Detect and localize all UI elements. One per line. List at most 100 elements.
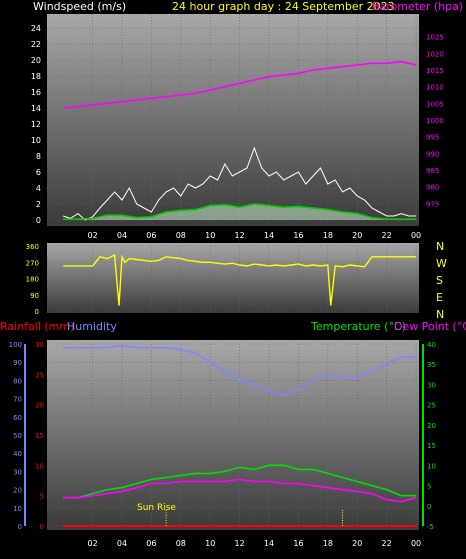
baro-y-tick-label: 1010: [426, 84, 444, 92]
wind-y-tick-label: 22: [31, 40, 41, 49]
humidity-y-tick-label: 50: [13, 432, 22, 440]
humidity-y-tick-label: 100: [9, 341, 22, 349]
direction-y-tick-label: 270: [26, 259, 39, 267]
humidity-y-tick-label: 90: [13, 359, 22, 367]
baro-y-tick-label: 985: [426, 167, 439, 175]
temp-y-tick-label: 10: [427, 462, 436, 470]
baro-y-tick-label: 990: [426, 150, 439, 158]
temp-x-tick-label: 22: [382, 539, 392, 548]
dir-label-n-top: N: [436, 240, 444, 253]
dir-label-n-bottom: N: [436, 308, 444, 321]
baro-y-tick-label: 980: [426, 184, 439, 192]
humidity-line: [63, 345, 417, 396]
wind-x-tick-label: 18: [323, 231, 333, 240]
wind-x-tick-label: 14: [264, 231, 274, 240]
temp-y-tick-label: 25: [427, 402, 436, 410]
dir-label-s: S: [436, 274, 443, 287]
temp-x-tick-label: 00: [411, 539, 421, 548]
baro-y-tick-label: 1025: [426, 34, 444, 42]
temp-x-tick-label: 20: [352, 539, 362, 548]
dir-label-e: E: [436, 291, 443, 304]
wind-y-tick-label: 10: [31, 136, 41, 145]
temp-y-tick-label: -5: [427, 523, 434, 531]
temp-x-tick-label: 02: [87, 539, 97, 548]
dewpoint-axis-title: Dew Point (°C): [394, 320, 466, 333]
rain-axis-title: Rainfall (mm): [0, 320, 74, 333]
wind-panel: [47, 14, 419, 226]
wind-axis-title: Windspeed (m/s): [33, 0, 126, 13]
rain-y-tick-label: 15: [35, 432, 44, 440]
rain-y-tick-label: 30: [35, 341, 44, 349]
wind-x-tick-label: 00: [411, 231, 421, 240]
wind-y-tick-label: 20: [31, 56, 41, 65]
humidity-y-tick-label: 70: [13, 396, 22, 404]
wind-y-tick-label: 16: [31, 88, 41, 97]
direction-y-tick-label: 0: [35, 308, 39, 316]
wind-gust-line: [63, 146, 417, 221]
wind-y-tick-label: 18: [31, 72, 41, 81]
wind-y-tick-label: 6: [36, 168, 41, 177]
humidity-y-tick-label: 10: [13, 505, 22, 513]
wind-x-tick-label: 10: [205, 231, 215, 240]
wind-x-tick-label: 12: [235, 231, 245, 240]
wind-y-tick-label: 24: [31, 24, 41, 33]
wind-average-area: [63, 204, 417, 220]
temp-y-tick-label: 35: [427, 361, 436, 369]
temperature-line: [63, 464, 417, 499]
humidity-y-tick-label: 20: [13, 487, 22, 495]
direction-y-tick-label: 360: [26, 243, 39, 251]
temp-y-tick-label: 0: [427, 503, 431, 511]
temp-y-tick-label: 30: [427, 381, 436, 389]
humidity-y-tick-label: 0: [18, 523, 22, 531]
rain-y-tick-label: 25: [35, 371, 44, 379]
graph-title: 24 hour graph day : 24 September 2023: [172, 0, 395, 13]
baro-y-tick-label: 1015: [426, 67, 444, 75]
temp-x-tick-label: 14: [264, 539, 274, 548]
wind-x-tick-label: 20: [352, 231, 362, 240]
temp-y-tick-label: 15: [427, 442, 436, 450]
barometer-line: [63, 60, 417, 110]
direction-y-tick-label: 90: [30, 292, 39, 300]
rain-y-tick-label: 0: [40, 523, 44, 531]
temp-x-tick-label: 18: [323, 539, 333, 548]
wind-y-tick-label: 14: [31, 104, 41, 113]
wind-y-tick-label: 12: [31, 120, 41, 129]
temp-y-tick-label: 5: [427, 483, 431, 491]
wind-direction-line: [63, 253, 417, 306]
wind-average-line: [63, 203, 417, 220]
rain-y-tick-label: 20: [35, 402, 44, 410]
wind-y-tick-label: 4: [36, 184, 41, 193]
humidity-axis-title: Humidity: [67, 320, 117, 333]
temp-axis-title: Temperature (°C): [310, 320, 406, 333]
baro-y-tick-label: 1005: [426, 100, 444, 108]
wind-x-tick-label: 16: [293, 231, 303, 240]
temp-y-tick-label: 20: [427, 422, 436, 430]
wind-x-tick-label: 22: [382, 231, 392, 240]
humidity-y-tick-label: 30: [13, 468, 22, 476]
wind-y-tick-label: 0: [36, 216, 41, 225]
baro-y-tick-label: 1000: [426, 117, 444, 125]
wind-y-tick-label: 2: [36, 200, 41, 209]
wind-x-tick-label: 02: [87, 231, 97, 240]
direction-panel: [47, 243, 419, 313]
dir-label-w: W: [436, 257, 447, 270]
temp-x-tick-label: 04: [117, 539, 127, 548]
baro-axis-title: Barometer (hpa): [372, 0, 463, 13]
rain-y-tick-label: 10: [35, 462, 44, 470]
wind-y-tick-label: 8: [36, 152, 41, 161]
temp-x-tick-label: 16: [293, 539, 303, 548]
direction-y-tick-label: 180: [26, 276, 39, 284]
humidity-y-tick-label: 60: [13, 414, 22, 422]
wind-x-tick-label: 06: [146, 231, 156, 240]
baro-y-tick-label: 975: [426, 200, 439, 208]
wind-x-tick-label: 04: [117, 231, 127, 240]
rain-y-tick-label: 5: [40, 493, 44, 501]
humidity-y-tick-label: 80: [13, 377, 22, 385]
baro-y-tick-label: 1020: [426, 50, 444, 58]
temp-x-tick-label: 06: [146, 539, 156, 548]
dewpoint-line: [63, 478, 417, 503]
temp-x-tick-label: 10: [205, 539, 215, 548]
temp-y-tick-label: 40: [427, 341, 436, 349]
